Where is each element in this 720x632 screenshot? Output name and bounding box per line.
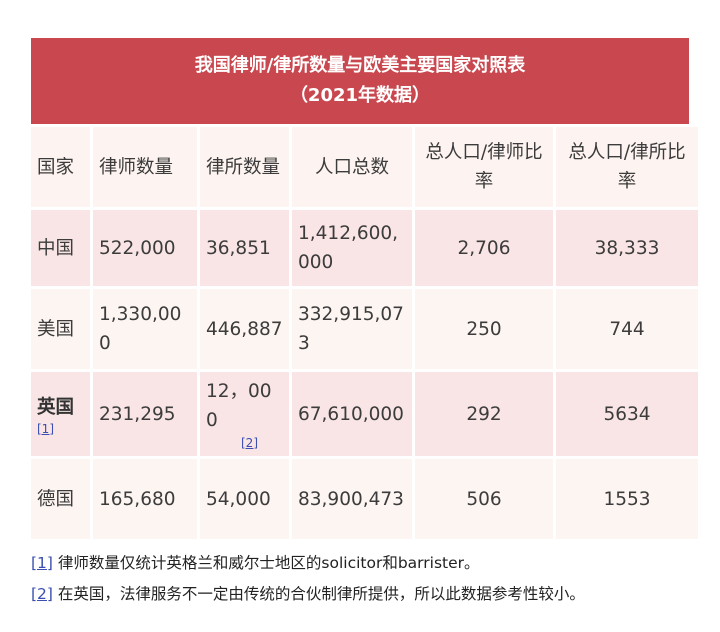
header-firms: 律所数量 [200,127,289,207]
header-per-firm: 总人口/律所比率 [556,127,698,207]
table-row: 美国 1,330,000 446,887 332,915,073 250 744 [31,289,698,369]
cell-per-lawyer: 2,706 [415,210,553,286]
cell-population: 1,412,600,000 [292,210,412,286]
cell-population: 83,900,473 [292,459,412,539]
lawyer-comparison-table: 国家 律师数量 律所数量 人口总数 总人口/律师比率 总人口/律所比率 中国 5… [28,124,701,542]
footnote-2: [2] 在英国，法律服务不一定由传统的合伙制律所提供，所以此数据参考性较小。 [31,584,691,604]
cell-population: 67,610,000 [292,372,412,456]
table-row: 德国 165,680 54,000 83,900,473 506 1553 [31,459,698,539]
header-population: 人口总数 [292,127,412,207]
cell-firms: 54,000 [200,459,289,539]
footnote-2-number-link[interactable]: [2] [31,585,53,603]
header-country: 国家 [31,127,90,207]
cell-lawyers: 165,680 [93,459,197,539]
footnote-1-text: 律师数量仅统计英格兰和威尔士地区的solicitor和barrister。 [57,554,480,572]
cell-per-lawyer: 250 [415,289,553,369]
cell-firms: 12，000 [2] [200,372,289,456]
cell-country: 英国 [1] [31,372,90,456]
table-title: 我国律师/律所数量与欧美主要国家对照表 [194,55,526,76]
cell-population: 332,915,073 [292,289,412,369]
cell-per-firm: 5634 [556,372,698,456]
footnotes: [1] 律师数量仅统计英格兰和威尔士地区的solicitor和barrister… [31,553,691,615]
cell-per-lawyer: 292 [415,372,553,456]
footnote-2-text: 在英国，法律服务不一定由传统的合伙制律所提供，所以此数据参考性较小。 [57,585,585,603]
cell-per-firm: 744 [556,289,698,369]
footnote-1: [1] 律师数量仅统计英格兰和威尔士地区的solicitor和barrister… [31,553,691,573]
cell-lawyers: 1,330,000 [93,289,197,369]
table-row: 中国 522,000 36,851 1,412,600,000 2,706 38… [31,210,698,286]
cell-country: 美国 [31,289,90,369]
footnote-1-number-link[interactable]: [1] [31,554,53,572]
cell-firms: 36,851 [200,210,289,286]
header-per-lawyer: 总人口/律师比率 [415,127,553,207]
cell-lawyers: 522,000 [93,210,197,286]
cell-country: 中国 [31,210,90,286]
firms-value: 12，000 [206,381,272,431]
table-header-row: 国家 律师数量 律所数量 人口总数 总人口/律师比率 总人口/律所比率 [31,127,698,207]
table-title-bar: 我国律师/律所数量与欧美主要国家对照表 （2021年数据） [31,38,689,124]
comparison-table-card: 我国律师/律所数量与欧美主要国家对照表 （2021年数据） 国家 律师数量 律所… [31,38,698,542]
table-subtitle: （2021年数据） [289,85,431,106]
cell-country: 德国 [31,459,90,539]
footnote-ref-1-link[interactable]: [1] [37,421,54,436]
cell-per-lawyer: 506 [415,459,553,539]
footnote-ref-2-link[interactable]: [2] [241,436,258,450]
header-lawyers: 律师数量 [93,127,197,207]
cell-lawyers: 231,295 [93,372,197,456]
table-row: 英国 [1] 231,295 12，000 [2] 67,610,000 292… [31,372,698,456]
cell-firms: 446,887 [200,289,289,369]
cell-per-firm: 38,333 [556,210,698,286]
cell-per-firm: 1553 [556,459,698,539]
country-name: 英国 [37,396,75,418]
